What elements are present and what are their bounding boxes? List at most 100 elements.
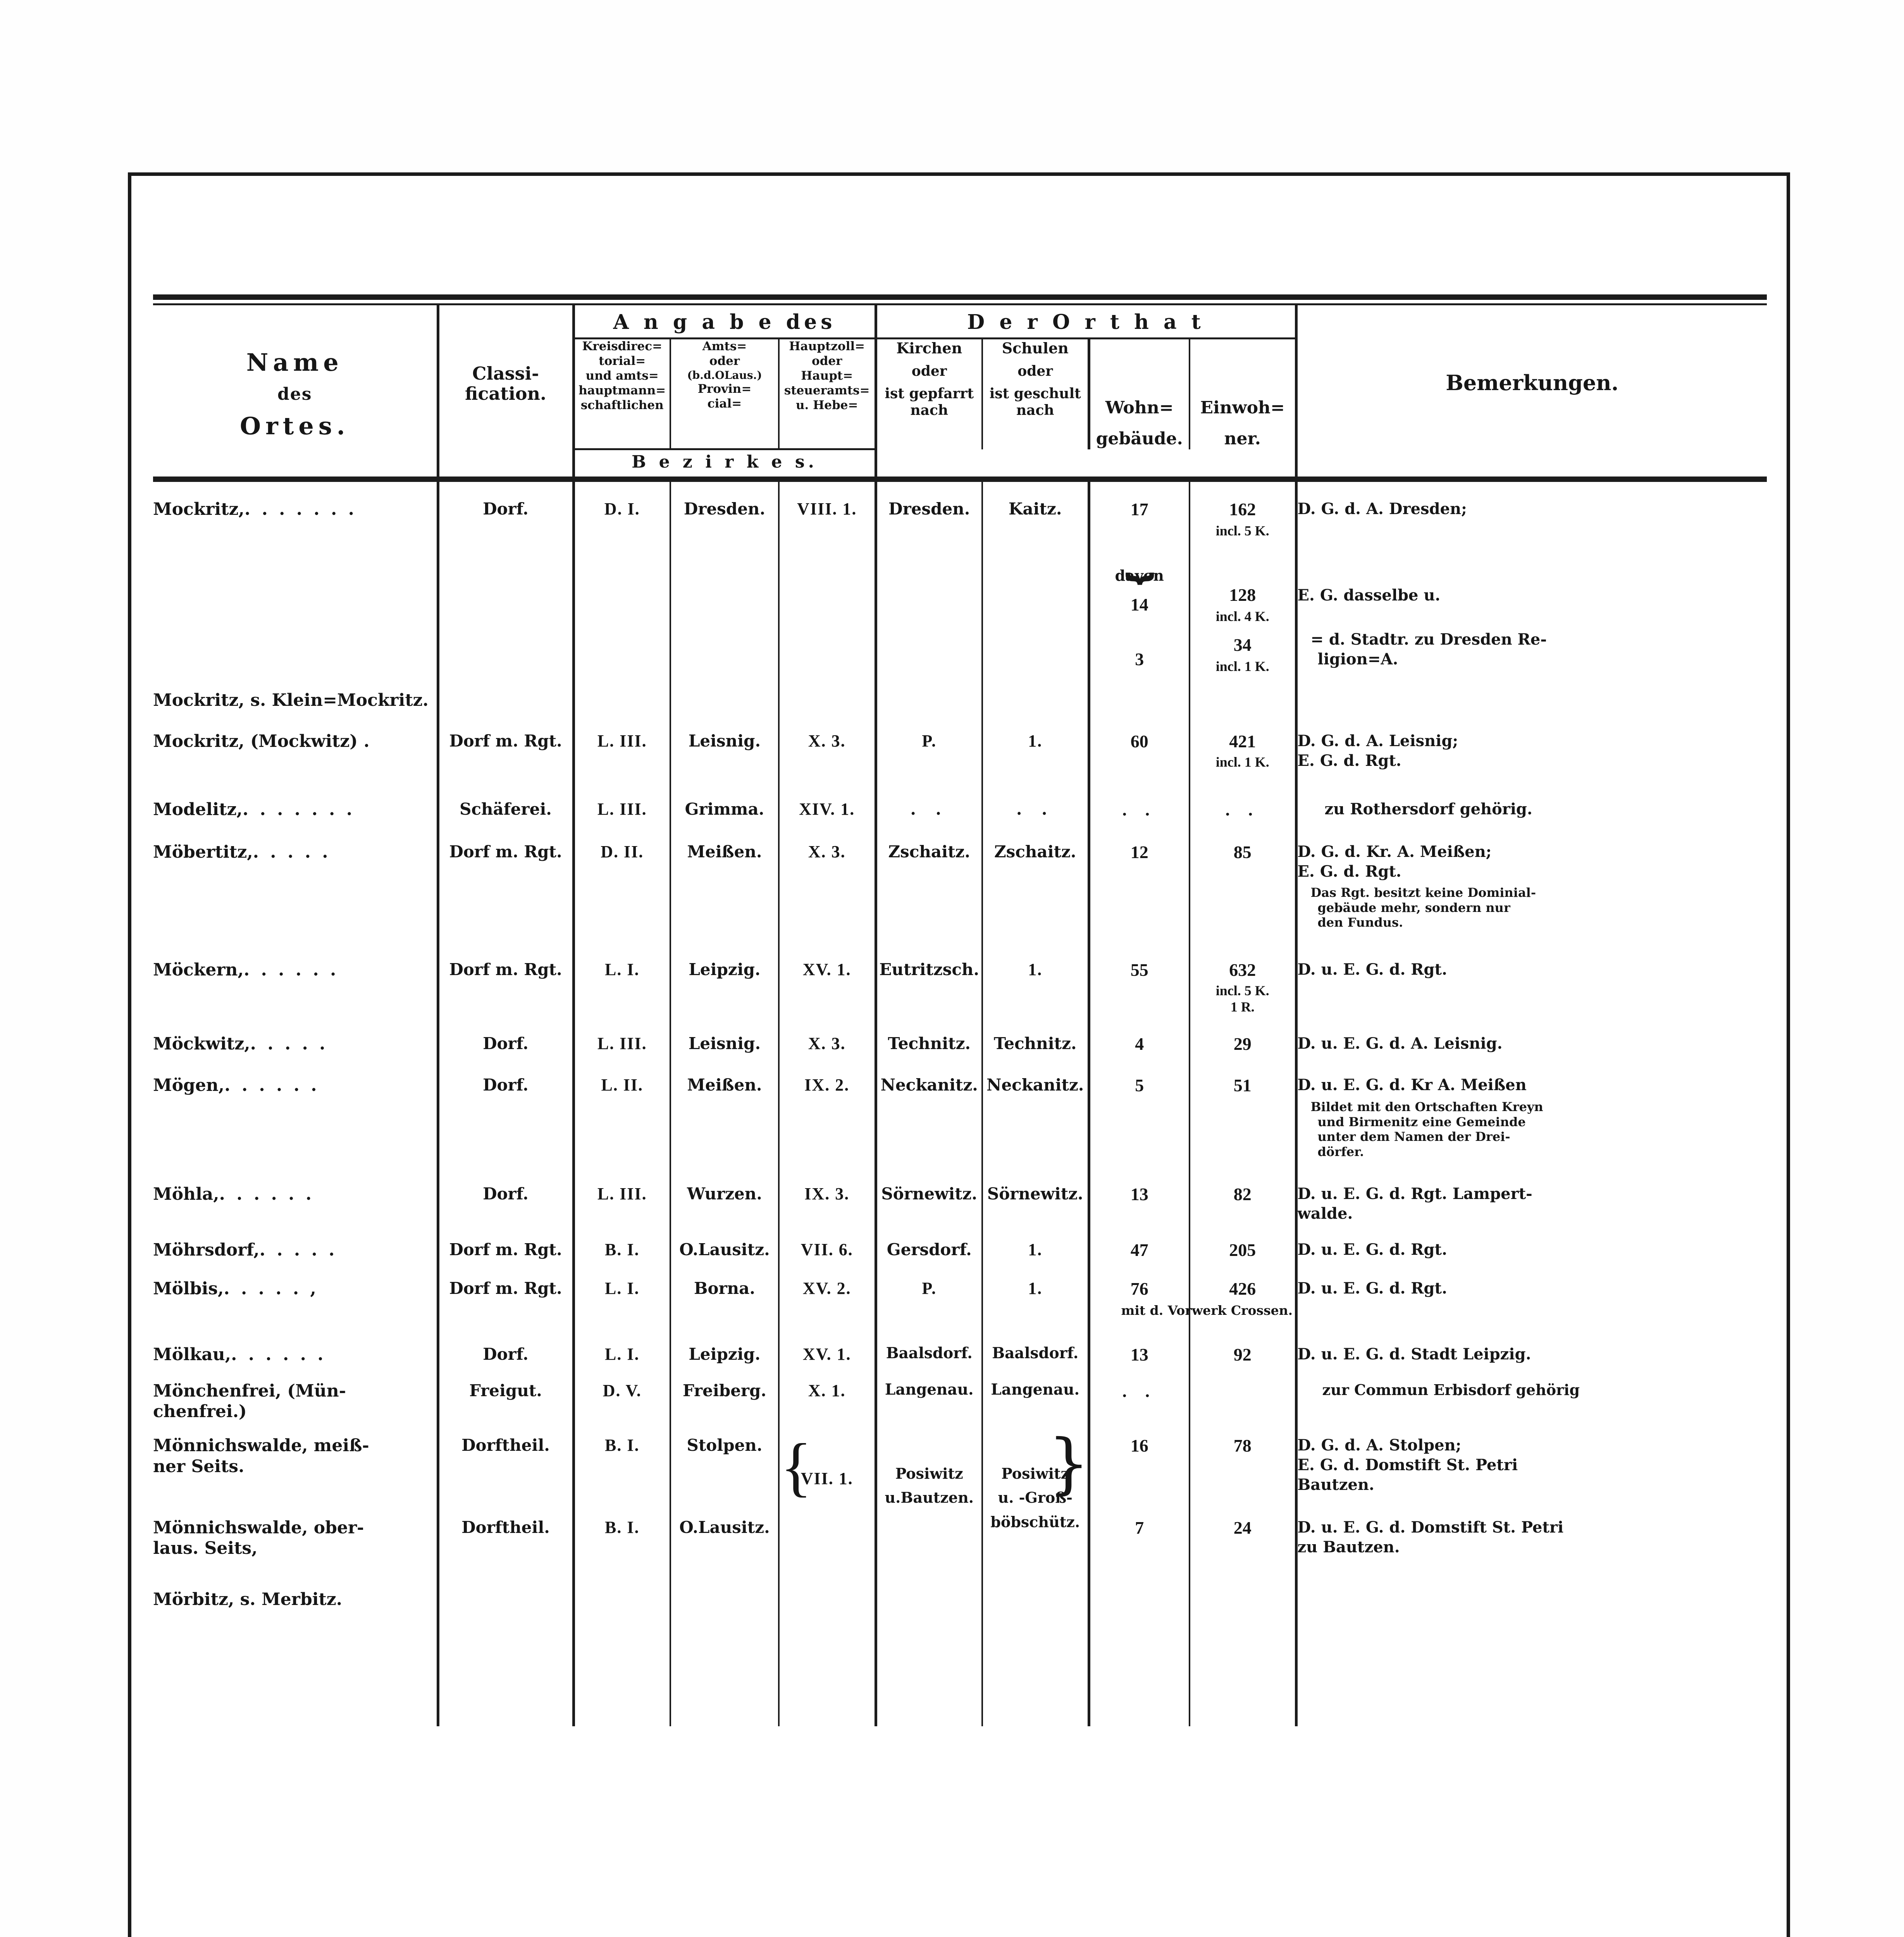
leader-dots: . . . . . . — [231, 1345, 326, 1364]
row-wohn: 13 — [1087, 1159, 1190, 1224]
row-schulen: Technitz. — [981, 1015, 1089, 1055]
row-sub2-wohn: 3 — [1135, 649, 1144, 669]
row-wohn: 4 — [1087, 1015, 1190, 1055]
left-brace-glyph: { — [780, 1430, 813, 1503]
row-kreis: L. II. — [573, 1054, 670, 1159]
table-row: Möckern,. . . . . . Dorf m. Rgt. L. I. L… — [153, 930, 1767, 1015]
place-name: Möhla, — [153, 1184, 219, 1204]
row-einw: 85 — [1189, 820, 1298, 930]
place-name: Möbertitz, — [153, 842, 253, 862]
row-amt: Borna. — [670, 1261, 779, 1318]
row-kreis: B. I. — [573, 1422, 670, 1495]
row-name: Möbertitz,. . . . . — [153, 820, 439, 930]
row-name: Mölbis,. . . . . , — [153, 1261, 439, 1318]
row-hauptzoll — [778, 1559, 877, 1726]
row-einw — [1189, 1365, 1298, 1423]
row-kirchen: P. — [922, 1279, 937, 1298]
bracket-schulen-l1: Posiwitz — [1001, 1465, 1069, 1483]
row-einw: 426 — [1189, 1261, 1298, 1318]
leader-dots: . . . . . , — [224, 1279, 319, 1299]
header-amts-l3: (b.d.OLaus.) — [687, 368, 762, 382]
table-row: Möbertitz,. . . . . Dorf m. Rgt. D. II. … — [153, 820, 1767, 930]
header-amts-l4: Provin= — [697, 382, 752, 396]
row-remarks: D. u. E. G. d. Domstift St. Petri zu Bau… — [1297, 1518, 1564, 1556]
header-kreis-l1: Kreisdirec= — [582, 339, 663, 354]
header-kirchen-l4: nach — [910, 402, 949, 419]
row-kirchen: Langenau. — [885, 1380, 974, 1399]
row-einw: . . — [1189, 771, 1298, 820]
row-schulen: . . — [981, 771, 1089, 820]
row-remarks-group: D. G. d. Kr. A. Meißen; E. G. d. Rgt. Da… — [1296, 820, 1767, 930]
row-kirchen: Eutritzsch. — [879, 960, 980, 979]
row-wohn: 16 — [1087, 1422, 1190, 1495]
row-kreis — [573, 1559, 670, 1726]
row-wohn — [1087, 674, 1190, 713]
row-schulen: Kaitz. — [981, 482, 1089, 675]
row-amt: Leipzig. — [670, 930, 779, 1015]
row-name: Mölkau,. . . . . . — [153, 1318, 439, 1365]
row-amt: O.Lausitz. — [670, 1495, 779, 1559]
gazetteer-table: Name des Ortes. Classi- fication. A n g … — [153, 294, 1767, 1726]
bracket-schulen-group: } Posiwitz u. -Groß- böbschütz. — [981, 1422, 1090, 1559]
row-schulen: 1. — [981, 1223, 1089, 1261]
row-kreis: B. I. — [573, 1223, 670, 1261]
table-row: Möckwitz,. . . . . Dorf. L. III. Leisnig… — [153, 1015, 1767, 1055]
row-kirchen: Technitz. — [888, 1034, 971, 1053]
row-einw-group: 421 incl. 1 K. — [1189, 713, 1298, 771]
table-row: Mögen,. . . . . . Dorf. L. II. Meißen. I… — [153, 1054, 1767, 1159]
row-hauptzoll: VII. 6. — [778, 1223, 877, 1261]
row-einw: 82 — [1189, 1159, 1298, 1224]
row-sub1-einw-note: incl. 4 K. — [1215, 609, 1269, 624]
row-hauptzoll: XV. 1. — [778, 1318, 877, 1365]
bracket-schulen-l2: u. -Groß- — [998, 1489, 1073, 1507]
header-classification-line1: Classi- — [472, 363, 539, 384]
row-wohn-group: 76 mit d. Vorwerk Crossen. — [1087, 1261, 1293, 1318]
row-amt: Dresden. — [670, 482, 779, 675]
row-wohn — [1087, 1559, 1190, 1726]
row-wohn: . . — [1087, 1365, 1190, 1423]
row-einw-group: 632 incl. 5 K. 1 R. — [1189, 930, 1298, 1015]
row-amt — [670, 674, 779, 713]
row-hauptzoll: XV. 2. — [778, 1261, 877, 1318]
header-hauptzoll: Hauptzoll= oder Haupt= steueramts= u. He… — [778, 338, 877, 449]
place-name: Modelitz, — [153, 800, 243, 820]
table-row: Mölkau,. . . . . . Dorf. L. I. Leipzig. … — [153, 1318, 1767, 1365]
row-schulen: Sörnewitz. — [981, 1159, 1089, 1224]
row-wohn: 55 — [1087, 930, 1190, 1015]
row-einw: 92 — [1189, 1318, 1298, 1365]
header-schulen-l2: oder — [1017, 363, 1053, 379]
row-remarks: D. u. E. G. d. Rgt. — [1297, 1240, 1447, 1259]
row-kirchen: Zschaitz. — [888, 842, 970, 861]
header-schulen-l1: Schulen — [1002, 339, 1069, 357]
row-name: Mockritz, s. Klein=Mockritz. — [153, 674, 439, 713]
header-amts-provincial: Amts= oder (b.d.OLaus.) Provin= cial= — [670, 338, 779, 449]
row-classification — [438, 674, 575, 713]
header-kreis-l3: und amts= — [585, 368, 659, 383]
row-amt: Wurzen. — [670, 1159, 779, 1224]
row-kirchen: Baalsdorf. — [886, 1344, 973, 1362]
leader-dots: . . . . . — [259, 1240, 337, 1260]
header-bezirkes: B e z i r k e s. — [573, 448, 877, 477]
row-classification: Dorf. — [438, 482, 575, 675]
header-schulen: Schulen oder ist geschult nach — [981, 338, 1089, 449]
row-wohn: 7 — [1087, 1495, 1190, 1559]
row-remarks: D. u. E. G. d. Rgt. — [1297, 960, 1447, 979]
table-row: Mönnichswalde, meiß- ner Seits. Dorfthei… — [153, 1422, 1767, 1559]
leader-dots: . . . . . — [250, 1034, 328, 1054]
row-hauptzoll: XIV. 1. — [778, 771, 877, 820]
row-remarks: D. u. E. G. d. A. Leisnig. — [1297, 1034, 1503, 1053]
bracket-kirchen-l2: u.Bautzen. — [885, 1489, 974, 1507]
row-sub1-wohn: 14 — [1130, 595, 1148, 615]
row-name: Mönnichswalde, meiß- ner Seits. — [153, 1422, 439, 1495]
place-name: Möckwitz, — [153, 1034, 250, 1054]
row-wohn: 12 — [1087, 820, 1190, 930]
bracket-hauptzoll: VII. 1. — [801, 1469, 853, 1488]
place-name: Mölbis, — [153, 1279, 224, 1299]
header-schulen-l3: ist geschult — [989, 385, 1081, 402]
header-bemerkungen: Bemerkungen. — [1446, 370, 1619, 395]
table-row: Mockritz,. . . . . . . Dorf. D. I. Dresd… — [153, 482, 1767, 675]
header-haupt-l5: u. Hebe= — [795, 398, 858, 412]
row-name: Möhrsdorf,. . . . . — [153, 1223, 439, 1261]
leader-dots: . . . . . . . — [242, 800, 355, 820]
